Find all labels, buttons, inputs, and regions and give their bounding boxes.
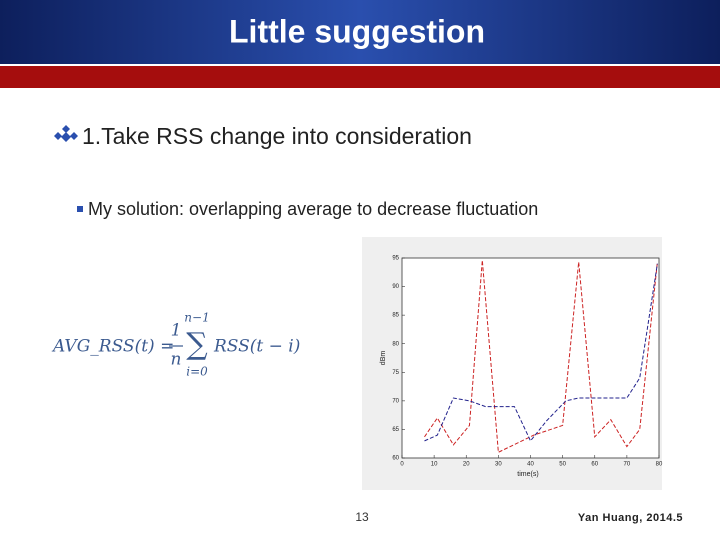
- x-tick-label: 60: [591, 462, 598, 468]
- y-tick-label: 90: [392, 284, 399, 290]
- sub-bullet-text: My solution: overlapping average to decr…: [88, 199, 538, 219]
- y-tick-label: 75: [392, 370, 399, 376]
- y-tick-label: 95: [392, 256, 399, 262]
- formula-sum: ∑: [186, 327, 208, 362]
- x-tick-label: 0: [400, 462, 404, 468]
- page-number: 13: [355, 510, 369, 524]
- formula-rhs: RSS(t − i): [213, 337, 300, 357]
- formula-numerator: 1: [171, 321, 182, 341]
- chart: 0 10 20 30 40 50 60 70 80 60 65 70 75 80 85 90 95: [392, 256, 663, 468]
- data-line: [424, 263, 658, 442]
- footer-author: Yan Huang, 2014.5: [578, 512, 683, 524]
- y-axis-label: dBm: [380, 351, 387, 366]
- x-tick-label: 10: [431, 462, 438, 468]
- plot-area: [401, 257, 660, 459]
- formula: AVG_RSS(t) = 1 n n−1 ∑ i=0 RSS(t − i): [51, 311, 300, 379]
- y-tick-label: 85: [392, 313, 399, 319]
- x-tick-label: 50: [559, 462, 566, 468]
- formula-sum-upper: n−1: [184, 311, 209, 325]
- formula-sum-lower: i=0: [186, 365, 208, 379]
- y-tick-label: 70: [392, 398, 399, 404]
- x-axis-label: time(s): [517, 471, 538, 478]
- formula-lhs: AVG_RSS(t) =: [51, 337, 174, 357]
- x-tick-label: 30: [495, 462, 502, 468]
- x-tick-label: 20: [463, 462, 470, 468]
- bullet-icon: [54, 125, 78, 142]
- formula-denominator: n: [171, 350, 182, 370]
- y-tick-label: 80: [392, 341, 399, 347]
- header-stripe: [0, 66, 720, 88]
- bullet-text: 1.Take RSS change into consideration: [82, 123, 472, 149]
- x-tick-label: 70: [624, 462, 631, 468]
- x-tick-label: 80: [656, 462, 663, 468]
- x-tick-label: 40: [527, 462, 534, 468]
- y-tick-label: 60: [392, 456, 399, 462]
- data-line: [424, 260, 658, 454]
- sub-bullet-icon: [77, 206, 83, 212]
- slide-title: Little suggestion: [229, 13, 485, 49]
- y-tick-label: 65: [392, 427, 399, 433]
- header-band: [0, 0, 720, 64]
